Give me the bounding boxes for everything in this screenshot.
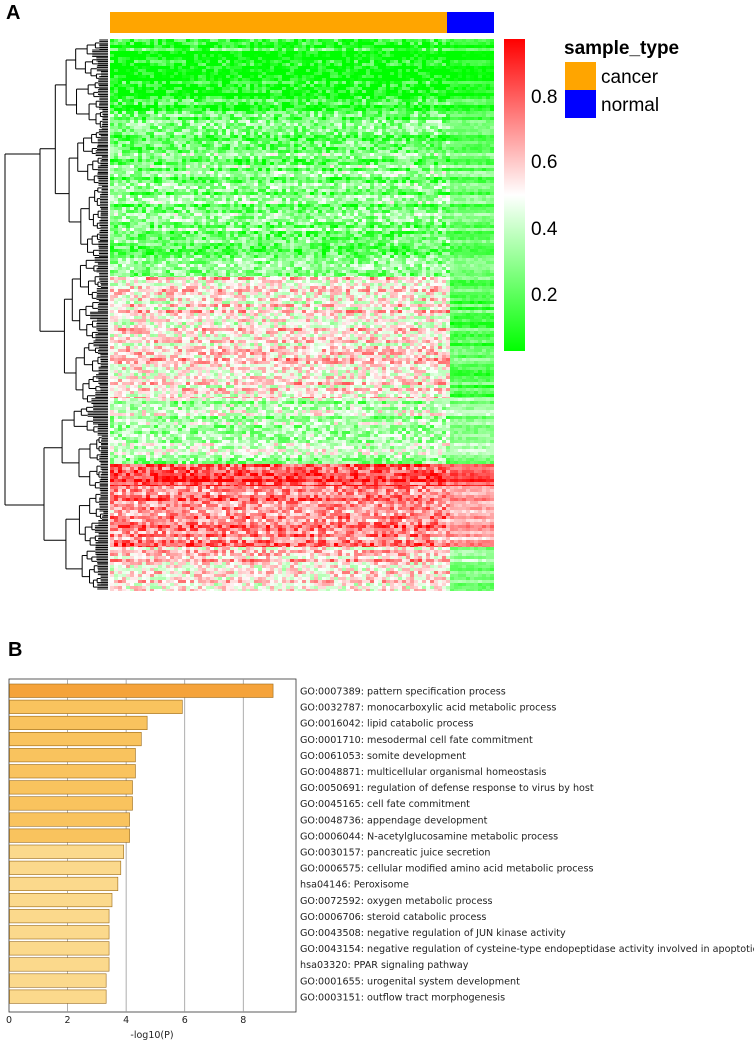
term-label: GO:0016042: lipid catabolic process — [300, 719, 474, 730]
term-label: GO:0043154: negative regulation of cyste… — [300, 944, 754, 955]
legend-swatch-cancer — [565, 62, 596, 90]
legend-swatch-normal — [565, 90, 596, 118]
term-label: GO:0045165: cell fate commitment — [300, 799, 470, 810]
enrichment-bar-panel: GO:0007389: pattern specification proces… — [6, 678, 754, 1041]
bar — [9, 876, 119, 892]
bar — [9, 892, 113, 908]
bar — [9, 731, 142, 747]
legend-label-cancer: cancer — [601, 67, 659, 88]
heatmap-row-block — [110, 111, 494, 279]
heatmap-row-block — [110, 39, 494, 111]
bar — [9, 796, 133, 811]
bar — [9, 715, 148, 731]
panel-label-b: B — [8, 639, 22, 661]
term-label: GO:0001710: mesodermal cell fate commitm… — [300, 735, 533, 746]
x-tick-label: 2 — [65, 1015, 71, 1026]
bar — [9, 764, 136, 779]
bar — [9, 909, 110, 924]
x-tick-label: 0 — [6, 1015, 12, 1026]
term-label: hsa04146: Peroxisome — [300, 880, 409, 891]
heatmap-row-block — [110, 398, 494, 464]
annotation-cancer — [110, 12, 447, 33]
colorbar: 0.8 0.6 0.4 0.2 — [504, 39, 558, 351]
bar — [9, 860, 122, 875]
bars — [9, 683, 274, 1004]
term-label: GO:0003151: outflow tract morphogenesis — [300, 992, 505, 1003]
bar — [9, 780, 133, 795]
term-label: GO:0006575: cellular modified amino acid… — [300, 864, 593, 875]
heatmap-row-block — [110, 464, 494, 488]
annotation-normal — [447, 12, 494, 33]
bar — [9, 683, 274, 698]
term-label: GO:0048736: appendage development — [300, 815, 488, 826]
x-tick-label: 4 — [123, 1015, 129, 1026]
heatmap-row-block — [110, 277, 494, 400]
term-label: GO:0007389: pattern specification proces… — [300, 687, 506, 698]
x-axis-ticks: 0 2 4 6 8 — [6, 1015, 246, 1026]
x-tick-label: 6 — [182, 1015, 188, 1026]
bar — [9, 973, 107, 988]
term-label: GO:0032787: monocarboxylic acid metaboli… — [300, 703, 556, 714]
bar — [9, 941, 110, 956]
heatmap-row-block — [110, 547, 494, 591]
bar — [9, 748, 136, 763]
bar — [9, 925, 110, 940]
bar — [9, 957, 110, 972]
term-label: GO:0048871: multicellular organismal hom… — [300, 767, 546, 778]
term-label: GO:0043508: negative regulation of JUN k… — [300, 928, 566, 939]
heatmap-cells — [110, 39, 494, 591]
colorbar-tick-label: 0.8 — [531, 87, 557, 108]
bar — [9, 812, 130, 827]
colorbar-tick-label: 0.2 — [531, 285, 557, 306]
term-label: GO:0072592: oxygen metabolic process — [300, 896, 492, 907]
colorbar-tick-label: 0.4 — [531, 219, 558, 240]
term-label: GO:0006044: N-acetylglucosamine metaboli… — [300, 831, 558, 842]
sample-type-legend: sample_type cancer normal — [564, 38, 679, 118]
row-dendrogram — [4, 39, 108, 590]
heatmap-row-block — [110, 486, 494, 549]
term-label: GO:0061053: somite development — [300, 751, 466, 762]
bar — [9, 844, 125, 859]
panel-label-a: A — [6, 2, 20, 24]
bar — [9, 989, 107, 1004]
legend-title: sample_type — [564, 38, 679, 59]
legend-label-normal: normal — [601, 95, 659, 116]
x-axis-label: -log10(P) — [130, 1030, 173, 1041]
term-label: hsa03320: PPAR signaling pathway — [300, 960, 469, 971]
x-tick-label: 8 — [240, 1015, 246, 1026]
term-label: GO:0006706: steroid catabolic process — [300, 912, 486, 923]
bar — [9, 699, 183, 714]
sample-type-annotation-bar — [110, 12, 494, 33]
bar — [9, 828, 130, 843]
colorbar-tick-label: 0.6 — [531, 152, 557, 173]
term-label: GO:0050691: regulation of defense respon… — [300, 783, 594, 794]
heatmap-panel: 0.8 0.6 0.4 0.2 sample_type cancer norma… — [4, 12, 679, 591]
term-labels: GO:0007389: pattern specification proces… — [300, 687, 754, 1004]
term-label: GO:0030157: pancreatic juice secretion — [300, 848, 490, 859]
colorbar-gradient — [504, 39, 525, 351]
term-label: GO:0001655: urogenital system developmen… — [300, 976, 520, 987]
